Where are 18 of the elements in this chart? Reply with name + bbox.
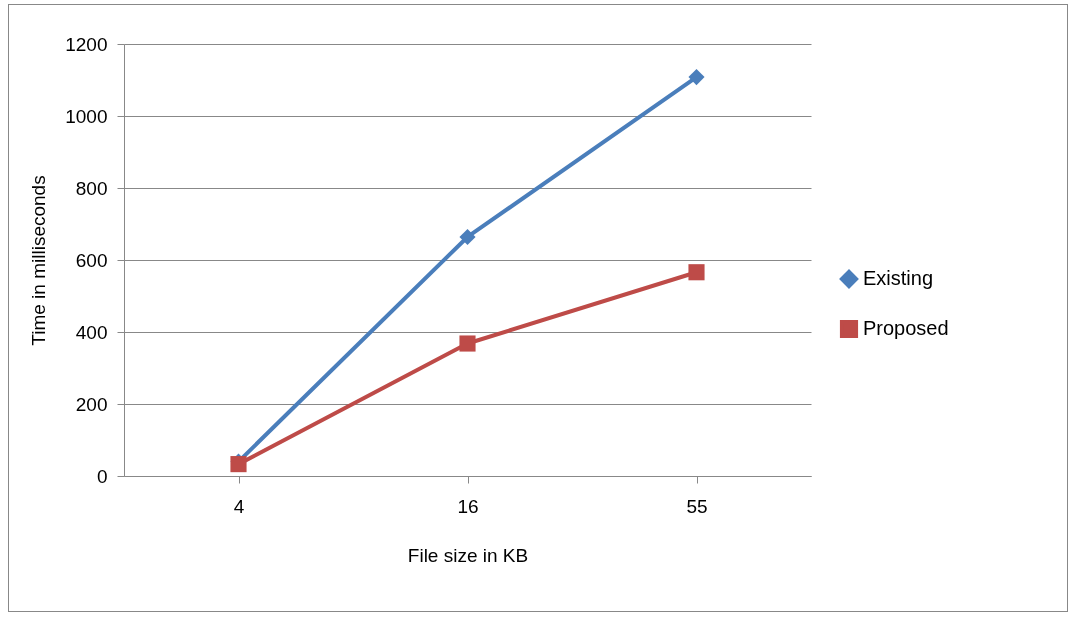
y-tick-label: 1200 [65,33,108,55]
point [459,335,476,352]
point [688,69,705,86]
point [459,228,476,246]
x-tick-label: 55 [686,495,708,517]
y-tick-label: 0 [96,465,108,487]
y-tick-label: 400 [75,321,108,343]
y-axis-title: Time in milliseconds [28,175,50,346]
legend-label: Existing [863,267,934,289]
x-axis-title: File size in KB [407,544,529,566]
x-tick-label: 16 [457,495,479,517]
y-tick-label: 1000 [65,105,108,127]
point [688,264,705,281]
y-tick-label: 800 [75,177,108,199]
x-tick-label: 4 [233,495,245,517]
y-tick-label: 600 [75,249,108,271]
legend-label: Proposed [863,317,949,339]
y-tick-label: 200 [75,393,108,415]
